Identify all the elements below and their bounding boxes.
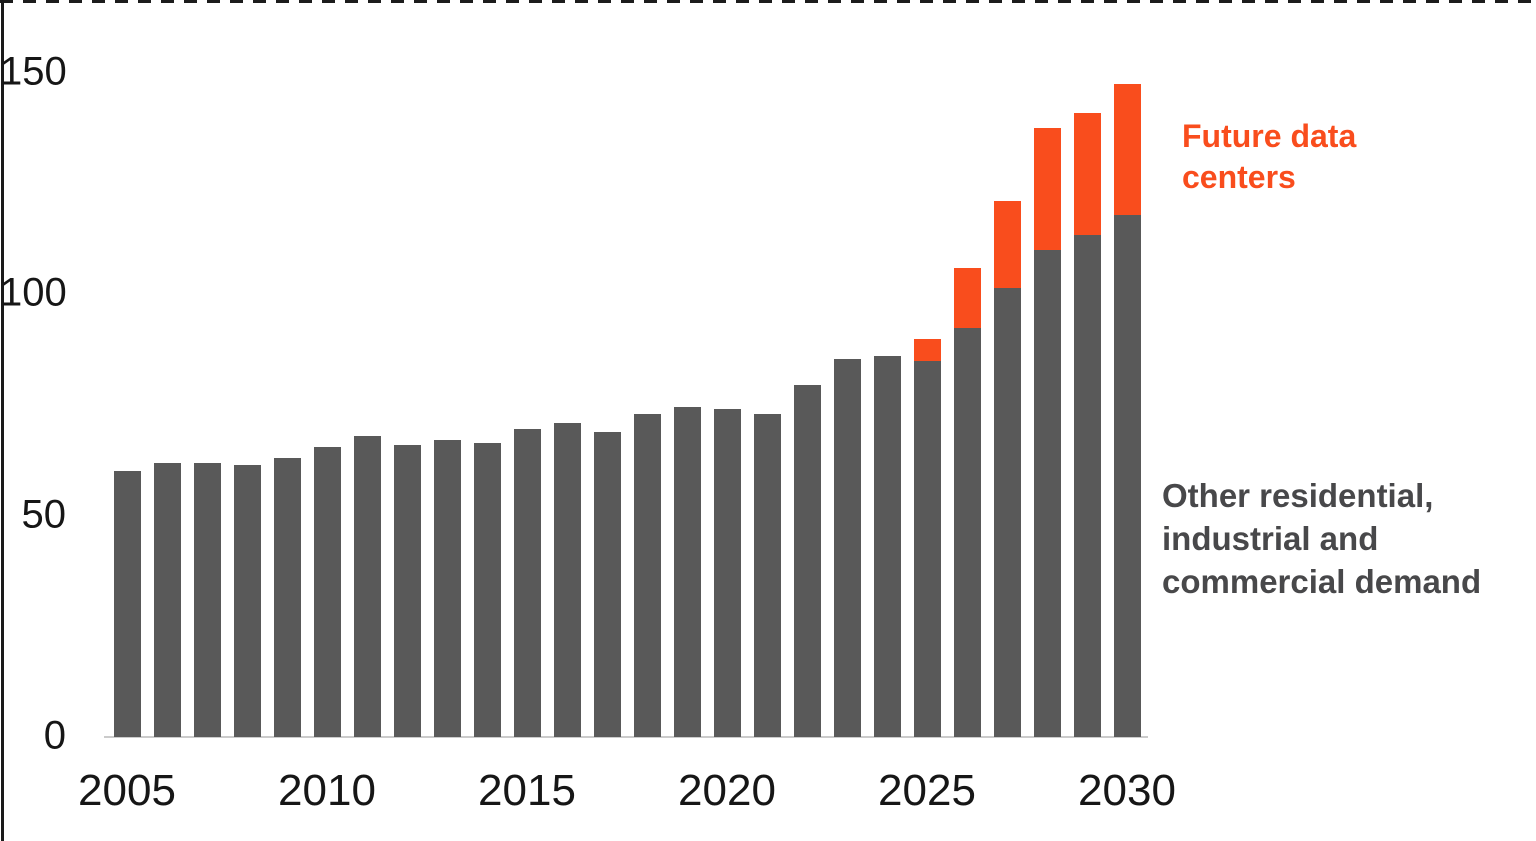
y-tick-label-50: 50 bbox=[21, 492, 67, 537]
y-tick-label-100: 100 bbox=[0, 270, 67, 315]
bar-other-2018 bbox=[633, 413, 661, 737]
bar-datacenters-2027 bbox=[993, 201, 1021, 288]
bar-other-2017 bbox=[593, 431, 621, 737]
bar-other-2030 bbox=[1113, 214, 1141, 737]
bar-other-2013 bbox=[433, 440, 461, 737]
bar-datacenters-2028 bbox=[1033, 128, 1061, 251]
legend-other-demand: Other residential, industrial and commer… bbox=[1162, 474, 1481, 603]
bar-datacenters-2026 bbox=[953, 267, 981, 328]
bar-other-2025 bbox=[913, 360, 941, 737]
y-tick-label-0: 0 bbox=[43, 713, 66, 758]
bar-datacenters-2030 bbox=[1113, 84, 1141, 215]
x-axis-baseline bbox=[104, 736, 1148, 738]
top-dashed-border bbox=[0, 0, 1536, 3]
bar-other-2008 bbox=[233, 464, 261, 737]
y-tick-label-150: 150 bbox=[0, 49, 67, 94]
x-tick-label-2025: 2025 bbox=[878, 766, 976, 815]
x-tick-label-2010: 2010 bbox=[278, 766, 376, 815]
x-tick-label-2015: 2015 bbox=[478, 766, 576, 815]
bar-other-2007 bbox=[193, 462, 221, 737]
bar-other-2024 bbox=[873, 356, 901, 737]
bar-other-2029 bbox=[1073, 234, 1101, 737]
bar-other-2011 bbox=[353, 436, 381, 737]
bar-other-2009 bbox=[273, 458, 301, 737]
bar-datacenters-2025 bbox=[913, 338, 941, 361]
bar-other-2005 bbox=[113, 471, 141, 737]
bar-other-2012 bbox=[393, 444, 421, 737]
bar-other-2016 bbox=[553, 422, 581, 737]
x-tick-label-2030: 2030 bbox=[1078, 766, 1176, 815]
bar-other-2023 bbox=[833, 358, 861, 737]
bar-other-2015 bbox=[513, 429, 541, 737]
legend-future-data-centers: Future data centers bbox=[1182, 116, 1356, 198]
bar-other-2014 bbox=[473, 442, 501, 737]
bar-other-2020 bbox=[713, 409, 741, 737]
bar-other-2006 bbox=[153, 462, 181, 737]
bar-other-2022 bbox=[793, 385, 821, 737]
bar-other-2021 bbox=[753, 413, 781, 737]
legend-future-line-2: centers bbox=[1182, 159, 1296, 195]
bar-datacenters-2029 bbox=[1073, 112, 1101, 235]
legend-future-line-1: Future data bbox=[1182, 118, 1357, 154]
x-tick-label-2020: 2020 bbox=[678, 766, 776, 815]
y-axis-line bbox=[1, 0, 4, 841]
bar-other-2026 bbox=[953, 327, 981, 737]
x-tick-label-2005: 2005 bbox=[78, 766, 176, 815]
bar-other-2027 bbox=[993, 287, 1021, 737]
bar-other-2028 bbox=[1033, 250, 1061, 737]
bar-other-2010 bbox=[313, 447, 341, 737]
bar-other-2019 bbox=[673, 407, 701, 737]
legend-other-line-1: Other residential, bbox=[1162, 477, 1434, 514]
legend-other-line-2: industrial and bbox=[1162, 520, 1379, 557]
legend-other-line-3: commercial demand bbox=[1162, 563, 1482, 600]
